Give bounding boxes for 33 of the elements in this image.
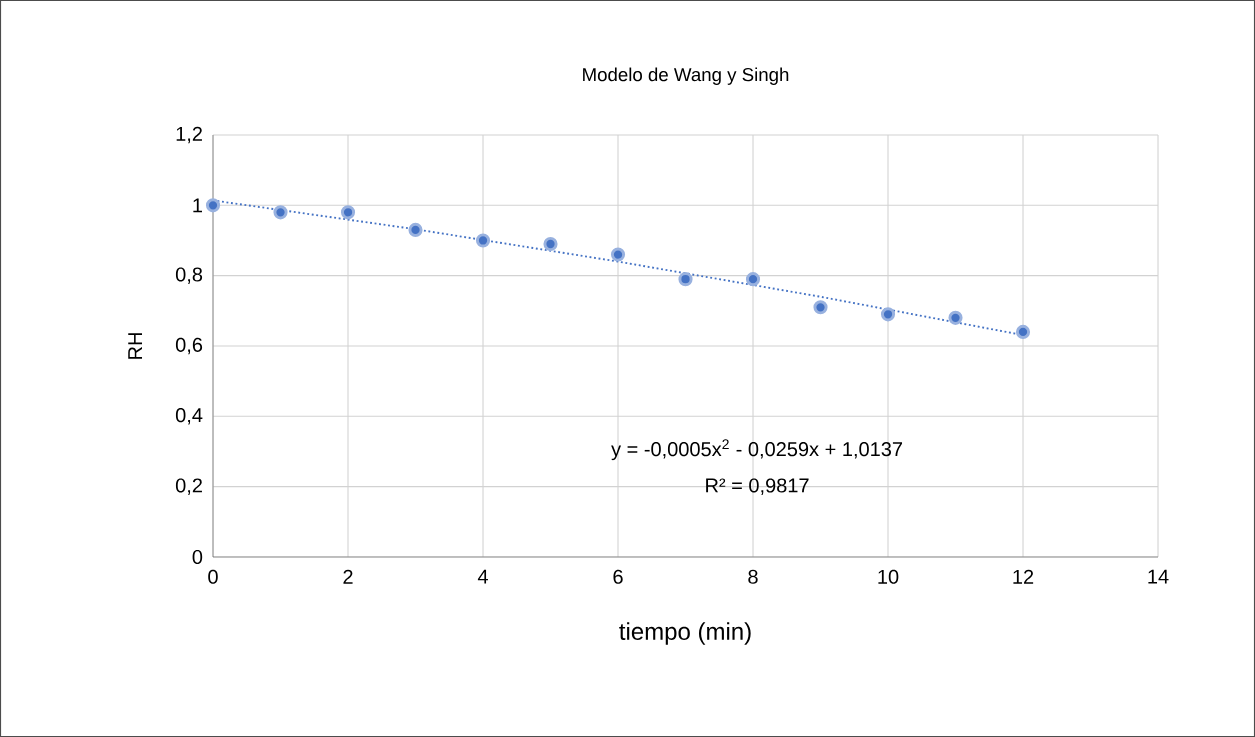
point: [475, 233, 491, 248]
annotation: R² = 0,9817: [706, 478, 809, 495]
point: [610, 247, 626, 262]
y-axis-title: RH: [128, 333, 143, 359]
y-tick-label: 0,8: [175, 267, 203, 284]
chart-title: Modelo de Wang y Singh: [583, 67, 789, 85]
y-tick-label: 0,2: [175, 478, 202, 495]
point: [408, 222, 423, 238]
x-tick-label: 0: [208, 569, 218, 584]
point: [543, 236, 558, 252]
x-tick-label: 14: [1148, 569, 1169, 584]
x-tick-label: 8: [748, 569, 758, 584]
point: [880, 307, 896, 322]
point: [340, 205, 356, 220]
x-tick-label: 12: [1013, 569, 1034, 584]
x-tick-label: 6: [613, 569, 623, 584]
x-tick-label: 4: [477, 569, 488, 584]
point: [1015, 324, 1031, 339]
point: [678, 272, 693, 287]
annotation: y = -0,0005x$^{2}$ - 0,0259x + 1,0137: [611, 439, 903, 461]
x-axis-title: tiempo (min): [619, 622, 751, 645]
y-tick-label: 0: [192, 549, 203, 565]
point: [813, 300, 828, 315]
y-tick-label: 0,4: [175, 408, 203, 425]
y-tick-label: 1,2: [176, 126, 202, 144]
point: [273, 205, 288, 220]
y-tick-label: 0,6: [175, 337, 203, 355]
point: [948, 310, 963, 325]
point: [745, 272, 761, 287]
y-tick-label: 1: [193, 198, 202, 213]
x-tick-label: 10: [878, 569, 899, 584]
x-tick-label: 2: [343, 569, 353, 584]
point: [205, 198, 221, 213]
